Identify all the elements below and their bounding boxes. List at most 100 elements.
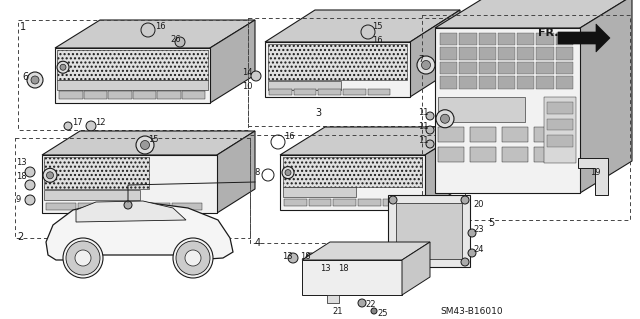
Circle shape (436, 110, 454, 128)
Circle shape (426, 126, 434, 134)
Bar (422, 15, 630, 220)
Bar (438, 147, 464, 162)
Bar (333, 199, 356, 206)
Bar (109, 203, 138, 210)
Circle shape (461, 196, 469, 204)
Bar (248, 18, 468, 126)
Polygon shape (55, 20, 255, 48)
Bar (556, 76, 573, 89)
Text: 11: 11 (418, 122, 429, 131)
Bar (269, 89, 292, 95)
Polygon shape (280, 127, 470, 155)
Text: SM43-B16010: SM43-B16010 (440, 307, 502, 316)
Bar (547, 119, 573, 130)
Bar (460, 76, 477, 89)
Polygon shape (410, 10, 460, 97)
Bar (294, 89, 316, 95)
Circle shape (31, 76, 39, 84)
Text: 14: 14 (242, 68, 253, 77)
Polygon shape (217, 131, 255, 213)
Circle shape (371, 308, 377, 314)
Polygon shape (265, 10, 460, 42)
Circle shape (176, 241, 210, 275)
Circle shape (426, 112, 434, 120)
Bar (141, 203, 170, 210)
Text: 16: 16 (284, 132, 294, 141)
Circle shape (64, 122, 72, 130)
Bar (438, 97, 525, 122)
Circle shape (136, 136, 154, 154)
Text: 11: 11 (418, 136, 429, 145)
Bar (18, 20, 248, 130)
Bar (536, 33, 554, 45)
Bar (536, 48, 554, 60)
Circle shape (75, 250, 91, 266)
Circle shape (27, 72, 43, 88)
Text: 26: 26 (170, 35, 180, 44)
Circle shape (43, 168, 57, 182)
Bar (280, 155, 425, 210)
Circle shape (389, 196, 397, 204)
Bar (265, 42, 410, 97)
Bar (460, 62, 477, 74)
Bar (438, 127, 464, 142)
Bar (283, 188, 355, 197)
Circle shape (141, 140, 150, 150)
Bar (157, 92, 181, 99)
Bar (498, 76, 515, 89)
Circle shape (124, 201, 132, 209)
Bar (132, 92, 156, 99)
Bar (283, 157, 422, 187)
Circle shape (63, 238, 103, 278)
Text: 5: 5 (488, 218, 494, 228)
Text: 23: 23 (473, 225, 484, 234)
Text: 18: 18 (16, 172, 27, 181)
Circle shape (440, 114, 449, 123)
Bar (517, 48, 534, 60)
Bar (479, 76, 496, 89)
Bar (440, 76, 458, 89)
Text: 13: 13 (282, 252, 292, 261)
Polygon shape (302, 242, 430, 260)
Polygon shape (558, 24, 610, 52)
Text: 21: 21 (332, 307, 342, 316)
Circle shape (468, 249, 476, 257)
Text: 20: 20 (473, 200, 483, 209)
Text: 22: 22 (365, 300, 376, 309)
Bar (460, 33, 477, 45)
Text: 9: 9 (16, 195, 21, 204)
Bar (517, 76, 534, 89)
Circle shape (86, 121, 96, 131)
Bar (55, 48, 210, 103)
Bar (268, 80, 340, 90)
Text: 1: 1 (20, 22, 26, 32)
Circle shape (426, 140, 434, 148)
Bar (383, 199, 405, 206)
Bar (77, 203, 107, 210)
Bar (502, 127, 528, 142)
Text: 2: 2 (17, 232, 23, 242)
Bar (268, 44, 407, 80)
Polygon shape (76, 201, 186, 222)
Circle shape (25, 180, 35, 190)
Bar (460, 48, 477, 60)
Bar (435, 28, 580, 193)
Polygon shape (210, 20, 255, 103)
Bar (517, 62, 534, 74)
Text: 8: 8 (254, 168, 259, 177)
Circle shape (173, 238, 213, 278)
Bar (44, 157, 149, 189)
Circle shape (175, 37, 185, 47)
Bar (388, 195, 470, 267)
Bar (479, 33, 496, 45)
Text: 17: 17 (72, 118, 83, 127)
Bar (358, 199, 381, 206)
Text: 13: 13 (16, 158, 27, 167)
Circle shape (25, 167, 35, 177)
Circle shape (288, 253, 298, 263)
Bar (440, 62, 458, 74)
Circle shape (282, 167, 294, 179)
Bar (498, 48, 515, 60)
Bar (308, 199, 332, 206)
Circle shape (389, 258, 397, 266)
